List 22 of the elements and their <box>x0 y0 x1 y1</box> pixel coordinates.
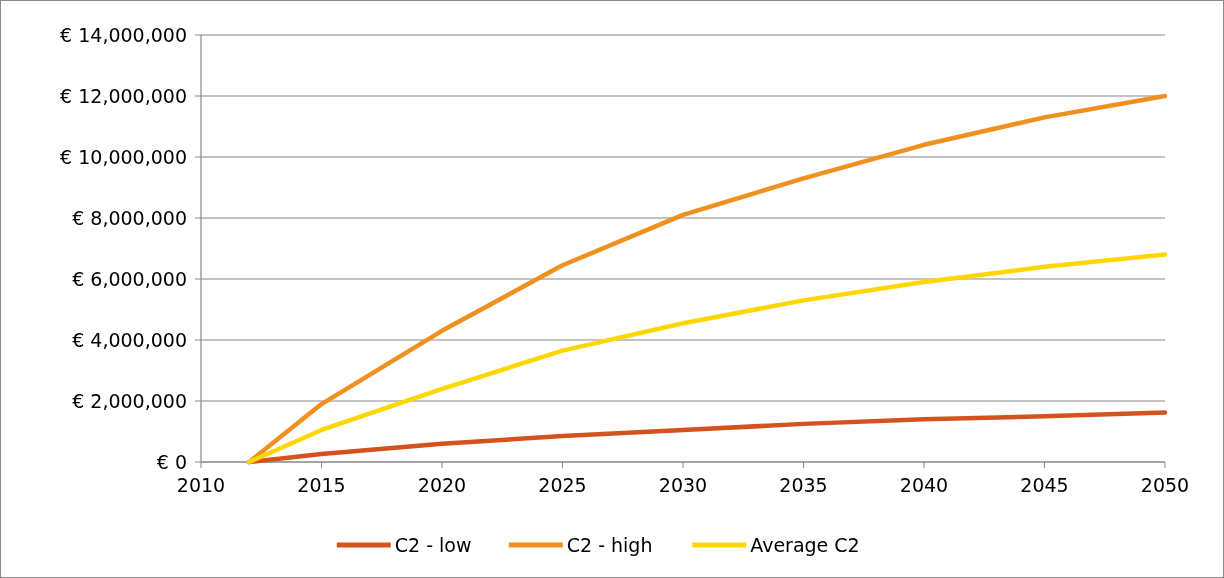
y-tick-label: € 10,000,000 <box>60 145 187 168</box>
x-tick-label: 2015 <box>297 474 346 496</box>
line-series <box>246 410 1168 465</box>
x-tick-label: 2040 <box>899 474 949 496</box>
x-tick-label: 2025 <box>538 474 587 496</box>
legend-label: Average C2 <box>750 533 860 556</box>
x-tick-label: 2020 <box>417 474 467 496</box>
y-tick-label: € 12,000,000 <box>60 84 187 107</box>
x-tick-label: 2050 <box>1140 474 1190 496</box>
x-tick-label: 2045 <box>1020 474 1069 496</box>
x-tick-label: 2010 <box>176 474 226 496</box>
legend-label: C2 - low <box>394 533 472 556</box>
y-tick-label: € 6,000,000 <box>72 267 187 290</box>
x-tick-label: 2030 <box>658 474 708 496</box>
legend-label: C2 - high <box>566 533 653 556</box>
y-tick-label: € 2,000,000 <box>72 389 187 412</box>
x-tick-label: 2035 <box>779 474 828 496</box>
line-series <box>246 252 1168 465</box>
y-tick-label: € 8,000,000 <box>72 206 187 229</box>
y-tick-label: € 4,000,000 <box>72 328 187 351</box>
y-tick-label: € 14,000,000 <box>60 23 187 46</box>
y-tick-label: € 0 <box>156 450 187 473</box>
